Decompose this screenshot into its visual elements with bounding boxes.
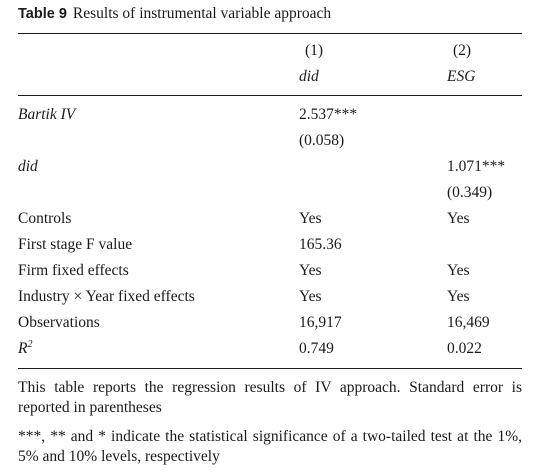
column-1-dep-var: did <box>299 68 319 85</box>
bartik-std-error: (0.058) <box>299 132 345 149</box>
column-1-number: (1) <box>304 42 324 59</box>
table-note-1: This table reports the regression result… <box>18 379 522 416</box>
industry-year-fe-label-a: Industry <box>18 288 70 305</box>
fstat-col1: 165.36 <box>299 236 342 253</box>
r-squared-col1: 0.749 <box>299 340 334 357</box>
did-coefficient: 1.071*** <box>447 158 506 175</box>
top-rule <box>18 33 522 34</box>
r-squared-col2: 0.022 <box>447 340 482 357</box>
controls-col1: Yes <box>299 210 322 227</box>
bottom-rule <box>18 368 522 369</box>
firm-fe-col2: Yes <box>447 262 470 279</box>
industry-year-fe-col2: Yes <box>447 288 470 305</box>
industry-year-fe-col1: Yes <box>299 288 322 305</box>
r-squared-letter: R <box>18 340 28 357</box>
table-caption: Table 9 Results of instrumental variable … <box>18 5 331 23</box>
row-label-r-squared: R2 <box>18 340 32 358</box>
observations-col2: 16,469 <box>447 314 490 331</box>
row-label-fstat: First stage F value <box>18 236 133 253</box>
row-label-industry-year-fe: Industry × Year fixed effects <box>18 288 195 306</box>
row-label-observations: Observations <box>18 314 100 331</box>
observations-col1: 16,917 <box>299 314 342 331</box>
did-std-error: (0.349) <box>447 184 493 201</box>
table-note-2: ***, ** and * indicate the statistical s… <box>18 428 522 465</box>
controls-col2: Yes <box>447 210 470 227</box>
industry-year-fe-label-b: Year fixed effects <box>85 288 195 305</box>
header-rule <box>18 95 522 96</box>
firm-fe-col1: Yes <box>299 262 322 279</box>
column-2-dep-var: ESG <box>447 68 476 85</box>
row-label-controls: Controls <box>18 210 72 227</box>
bartik-coefficient: 2.537*** <box>299 106 358 123</box>
row-label-did: did <box>18 158 38 175</box>
row-label-bartik: Bartik IV <box>18 106 76 123</box>
r-squared-superscript: 2 <box>27 339 33 350</box>
table-title: Results of instrumental variable approac… <box>72 5 332 22</box>
times-symbol: × <box>73 288 83 305</box>
row-label-firm-fe: Firm fixed effects <box>18 262 129 279</box>
column-2-number: (2) <box>452 42 472 59</box>
table-label: Table 9 <box>18 6 67 22</box>
